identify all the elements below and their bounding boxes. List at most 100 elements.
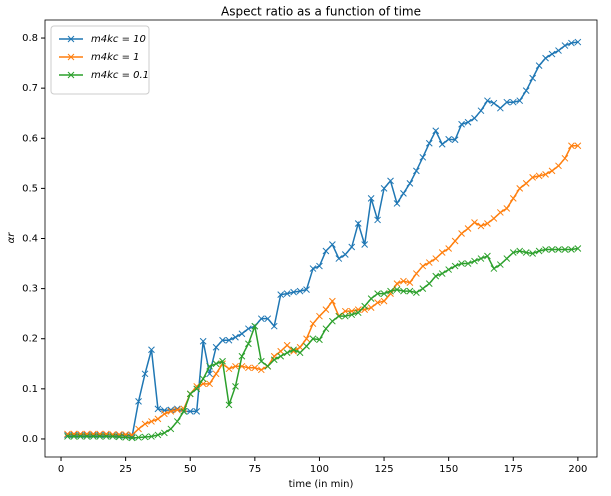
y-tick-label: 0.3 (22, 284, 38, 295)
marker (490, 265, 498, 272)
marker (148, 433, 155, 440)
marker (264, 362, 272, 370)
y-tick-label: 0.4 (22, 234, 38, 245)
marker (277, 291, 285, 298)
marker (206, 380, 213, 388)
marker (445, 135, 453, 143)
marker (393, 280, 401, 287)
marker (322, 247, 330, 255)
marker (219, 357, 226, 365)
marker (283, 290, 291, 297)
marker (438, 140, 446, 148)
marker (548, 167, 556, 175)
y-tick-label: 0.2 (22, 334, 38, 345)
marker (380, 185, 388, 192)
marker (432, 272, 440, 280)
marker (141, 370, 149, 378)
marker (322, 325, 330, 333)
marker (393, 286, 401, 293)
marker (193, 408, 201, 415)
y-tick-label: 0.0 (22, 434, 38, 445)
y-tick-label: 0.1 (22, 384, 38, 395)
marker (322, 306, 330, 314)
y-tick-label: 0.6 (22, 133, 38, 144)
marker (128, 434, 136, 442)
marker (509, 195, 517, 202)
marker (413, 270, 420, 277)
marker (522, 249, 530, 256)
marker (154, 431, 162, 439)
marker (529, 174, 537, 181)
marker (432, 127, 440, 135)
marker (406, 180, 414, 187)
marker (464, 260, 472, 267)
marker (522, 87, 530, 95)
marker (425, 280, 433, 287)
marker (374, 290, 381, 297)
marker (522, 180, 530, 187)
marker (361, 302, 369, 310)
marker (406, 279, 414, 286)
marker (548, 246, 556, 253)
marker (413, 289, 420, 296)
marker (529, 250, 537, 257)
marker (206, 370, 213, 378)
legend-label: m4kc = 0.1 (91, 70, 149, 81)
marker (225, 401, 233, 409)
marker (458, 120, 465, 128)
y-tick-label: 0.8 (22, 33, 38, 44)
marker (419, 262, 427, 270)
marker (413, 167, 420, 175)
marker (122, 434, 129, 441)
x-tick-label: 100 (310, 464, 329, 475)
marker (555, 47, 562, 54)
marker (316, 312, 323, 320)
marker (574, 38, 582, 46)
marker (496, 209, 504, 216)
marker (283, 341, 291, 349)
marker (509, 249, 517, 256)
marker (484, 97, 491, 105)
marker (225, 336, 233, 344)
marker (496, 261, 504, 268)
marker (225, 365, 233, 373)
marker (245, 340, 252, 348)
marker (561, 42, 569, 49)
legend-marker (67, 35, 75, 43)
marker (445, 266, 453, 273)
marker (432, 255, 440, 262)
marker (393, 200, 401, 207)
marker (542, 170, 549, 178)
marker (154, 415, 162, 423)
marker (496, 104, 504, 112)
marker (561, 246, 569, 253)
marker (387, 177, 394, 185)
marker (471, 114, 478, 122)
marker (490, 215, 498, 222)
marker (516, 185, 524, 192)
marker (348, 243, 356, 251)
marker (309, 335, 317, 343)
marker (199, 375, 207, 383)
marker (341, 312, 349, 320)
marker (135, 434, 142, 441)
marker (568, 246, 575, 253)
marker (367, 195, 375, 202)
marker (316, 262, 323, 270)
marker (167, 408, 175, 415)
marker (154, 405, 162, 413)
marker (148, 418, 155, 425)
marker (309, 265, 317, 272)
marker (503, 205, 511, 212)
marker (380, 297, 388, 305)
x-tick-label: 175 (504, 464, 523, 475)
x-axis-label: time (in min) (289, 479, 354, 490)
marker (277, 352, 285, 360)
marker (367, 304, 375, 312)
marker (161, 429, 168, 437)
marker (148, 346, 155, 354)
marker (329, 317, 336, 325)
marker (186, 390, 194, 398)
marker (451, 136, 459, 144)
